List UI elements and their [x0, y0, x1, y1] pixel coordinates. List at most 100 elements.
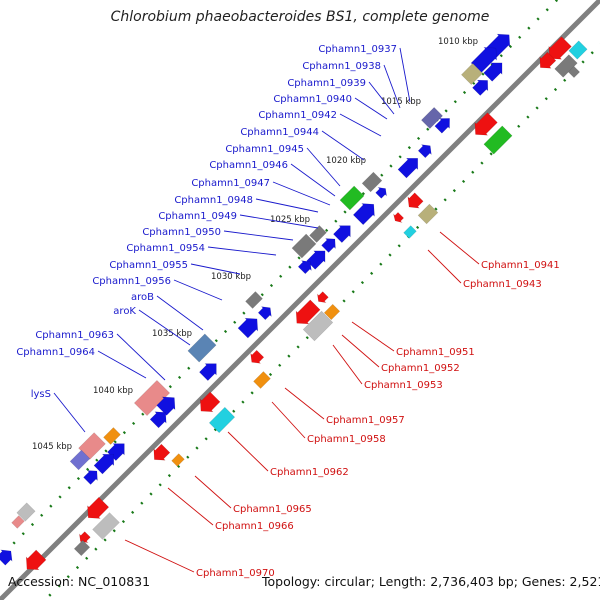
gene-label-cphamn1-0965: Cphamn1_0965	[233, 504, 312, 515]
kbp-label-1: 1015 kbp	[381, 97, 421, 107]
gene-feature-43	[403, 225, 417, 239]
gene-label-lyss: lysS	[31, 389, 51, 400]
leader-line-17	[116, 333, 166, 381]
gene-label-cphamn1-0939: Cphamn1_0939	[287, 78, 366, 89]
leader-line-18	[97, 350, 147, 379]
gene-feature-14	[291, 233, 317, 259]
gene-label-cphamn1-0948: Cphamn1_0948	[174, 195, 253, 206]
gene-feature-9	[361, 171, 383, 193]
gene-feature-1	[470, 47, 497, 74]
gene-label-cphamn1-0941: Cphamn1_0941	[481, 260, 560, 271]
gene-feature-31	[93, 453, 115, 475]
gene-label-cphamn1-0942: Cphamn1_0942	[258, 110, 337, 121]
leader-line-6	[306, 147, 341, 187]
gene-feature-54	[87, 496, 110, 519]
gene-label-cphamn1-0947: Cphamn1_0947	[191, 178, 270, 189]
gene-feature-10	[375, 187, 387, 199]
gene-label-cphamn1-0964: Cphamn1_0964	[16, 347, 95, 358]
leader-line-9	[255, 198, 319, 213]
gene-feature-32	[83, 470, 98, 485]
leader-line-1	[383, 64, 401, 109]
leader-line-4	[339, 113, 382, 137]
gene-label-cphamn1-0955: Cphamn1_0955	[109, 260, 188, 271]
gene-feature-23	[199, 363, 217, 381]
gene-feature-17	[306, 250, 326, 270]
leader-line-red-6	[271, 401, 306, 439]
gene-feature-8	[417, 144, 432, 159]
gene-feature-2	[461, 63, 483, 85]
gene-feature-60	[25, 549, 47, 571]
gene-feature-21	[257, 306, 272, 321]
topology-label: Topology: circular; Length: 2,736,403 bp…	[262, 574, 600, 589]
gene-feature-37	[567, 65, 581, 79]
leader-line-7	[290, 163, 336, 197]
gene-feature-49	[253, 371, 271, 389]
kbp-label-3: 1025 kbp	[270, 215, 310, 225]
leader-line-red-5	[284, 387, 325, 420]
leader-line-12	[207, 246, 277, 256]
gene-feature-26	[149, 411, 167, 429]
gene-label-cphamn1-0956: Cphamn1_0956	[92, 276, 171, 287]
gene-feature-55	[92, 512, 120, 540]
gene-label-cphamn1-0937: Cphamn1_0937	[318, 44, 397, 55]
gene-label-cphamn1-0938: Cphamn1_0938	[302, 61, 381, 72]
map-title: Chlorobium phaeobacteroides BS1, complet…	[110, 9, 490, 25]
gene-feature-5	[421, 107, 443, 129]
gene-feature-22	[187, 333, 217, 363]
leader-line-15	[156, 295, 204, 331]
gene-feature-7	[397, 157, 419, 179]
kbp-label-2: 1020 kbp	[326, 156, 366, 166]
gene-label-cphamn1-0949: Cphamn1_0949	[158, 211, 237, 222]
gene-feature-24	[133, 379, 171, 417]
gene-label-cphamn1-0962: Cphamn1_0962	[270, 467, 349, 478]
gene-feature-56	[79, 531, 91, 543]
gene-label-cphamn1-0951: Cphamn1_0951	[396, 347, 475, 358]
gene-feature-46	[317, 291, 329, 303]
gene-label-cphamn1-0966: Cphamn1_0966	[215, 521, 294, 532]
leader-line-10	[239, 214, 319, 229]
leader-line-red-7	[227, 431, 269, 472]
gene-feature-59	[11, 515, 25, 529]
leader-line-8	[272, 181, 331, 206]
gene-label-cphamn1-0945: Cphamn1_0945	[225, 144, 304, 155]
gene-feature-16	[321, 238, 336, 253]
leader-line-11	[223, 230, 294, 241]
leader-line-14	[173, 279, 223, 301]
gene-label-arok: aroK	[113, 306, 136, 317]
kbp-label-0: 1010 kbp	[438, 37, 478, 47]
gene-feature-18	[297, 260, 312, 275]
leader-line-5	[321, 130, 365, 161]
gene-feature-44	[295, 299, 321, 325]
gene-feature-39	[483, 125, 513, 155]
leader-line-16	[138, 309, 191, 346]
gene-feature-45	[302, 310, 334, 342]
gene-feature-25	[156, 396, 176, 416]
gene-feature-52	[153, 443, 171, 461]
gene-feature-19	[245, 291, 263, 309]
gene-label-cphamn1-0954: Cphamn1_0954	[126, 243, 205, 254]
gene-label-cphamn1-0943: Cphamn1_0943	[463, 279, 542, 290]
leader-line-13	[190, 263, 241, 275]
gene-feature-57	[73, 539, 91, 557]
gene-feature-58	[16, 502, 36, 522]
leader-line-red-2	[351, 321, 395, 352]
gene-feature-50	[199, 391, 221, 413]
gene-label-cphamn1-0958: Cphamn1_0958	[307, 434, 386, 445]
gene-feature-12	[352, 203, 375, 226]
gene-label-cphamn1-0944: Cphamn1_0944	[240, 127, 319, 138]
gene-feature-51	[208, 406, 236, 434]
gene-feature-36	[554, 54, 578, 78]
gene-label-arob: aroB	[131, 292, 154, 303]
gene-feature-35	[568, 40, 588, 60]
gene-feature-61	[0, 549, 13, 566]
gene-feature-41	[417, 203, 439, 225]
gene-feature-40	[407, 192, 424, 209]
leader-line-0	[399, 47, 411, 103]
gene-label-cphamn1-0950: Cphamn1_0950	[142, 227, 221, 238]
gene-feature-34	[539, 51, 557, 69]
gene-feature-28	[103, 427, 121, 445]
leader-line-red-8	[194, 475, 232, 509]
gene-feature-48	[250, 349, 265, 364]
